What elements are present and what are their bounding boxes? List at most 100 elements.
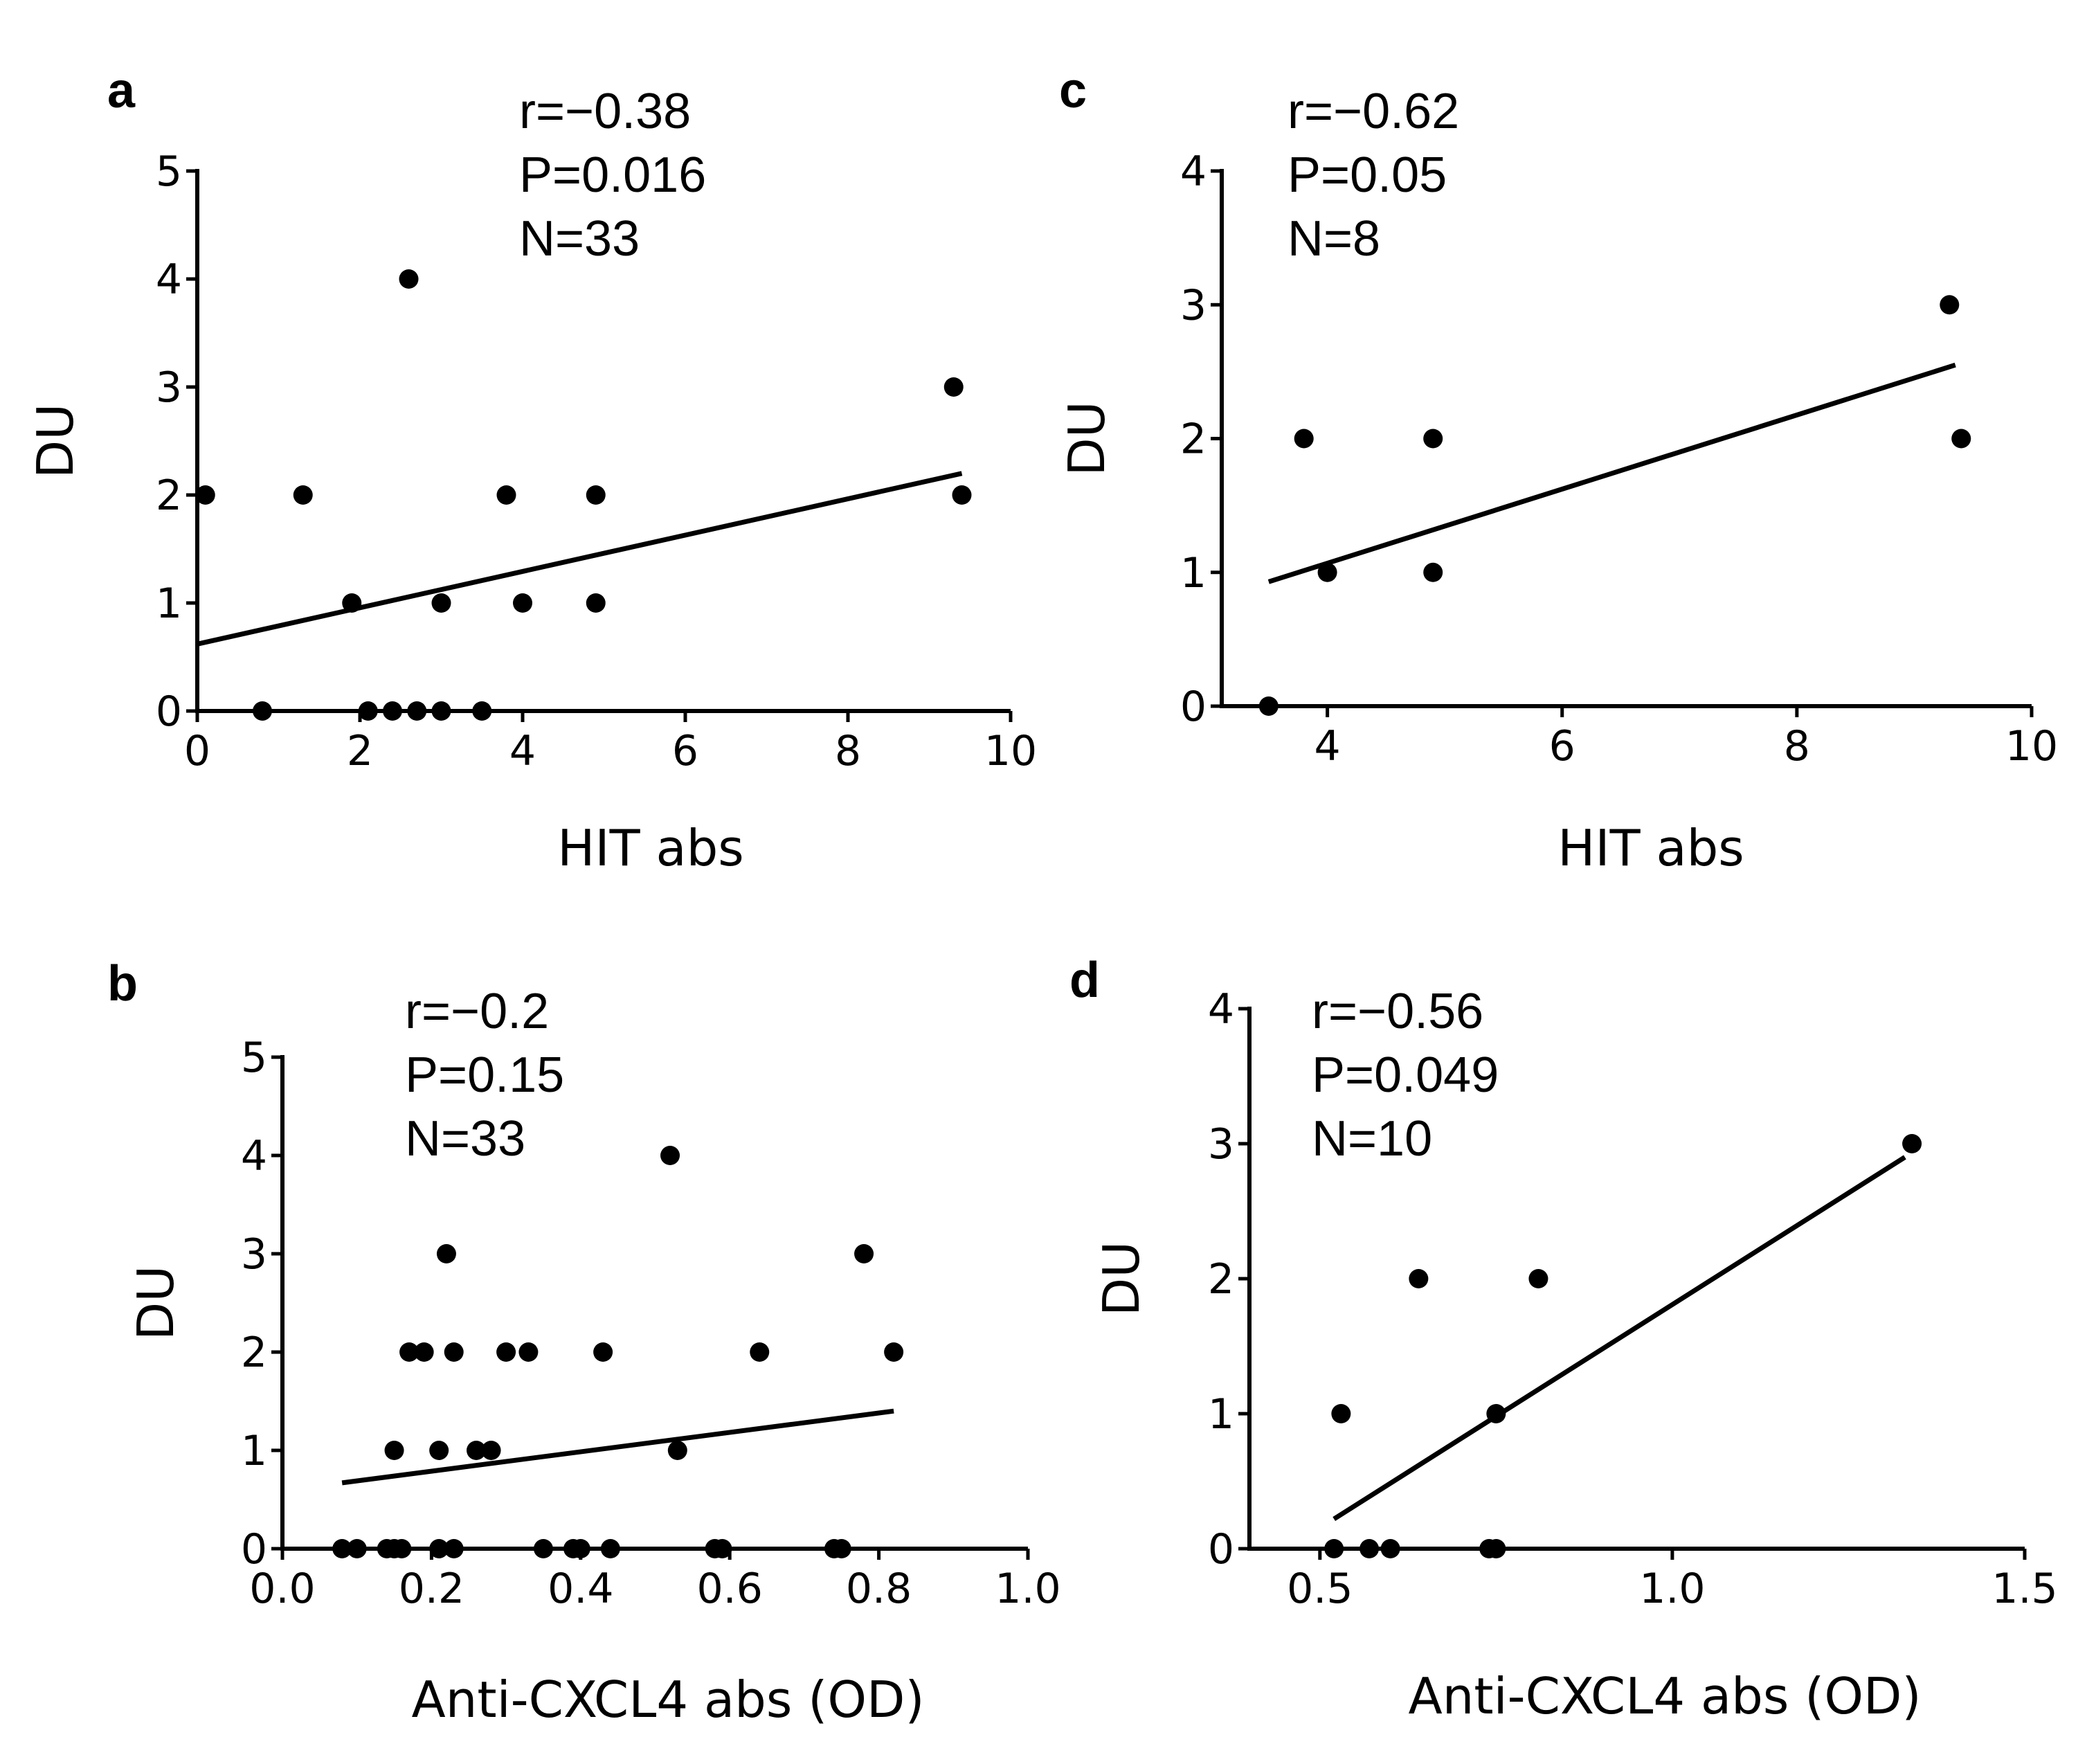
- data-point: [1423, 429, 1443, 449]
- x-tick-label: 0: [184, 727, 210, 775]
- y-tick-label: 4: [1180, 147, 1207, 196]
- x-tick-label: 0.0: [249, 1565, 315, 1613]
- y-axis-label: DU: [26, 404, 84, 478]
- x-tick-label: 1.5: [1991, 1565, 2057, 1613]
- data-point: [431, 701, 451, 721]
- data-point: [429, 1441, 449, 1460]
- stat-p-text: P=0.15: [405, 1047, 564, 1103]
- data-point: [481, 1441, 501, 1460]
- y-tick-label: 0: [1208, 1525, 1234, 1574]
- data-point: [884, 1342, 904, 1362]
- panel-letter-a: a: [107, 63, 136, 118]
- x-tick-label: 0.6: [696, 1565, 762, 1613]
- x-tick-label: 0.2: [399, 1565, 464, 1613]
- panel-d: d 0 1 2 3 4 0.5 1.0 1.5 Anti-CXCL4 abs (OD) DU r=−0…: [1069, 953, 2058, 1725]
- data-point: [1940, 295, 1960, 315]
- x-tick-label: 10: [2005, 722, 2058, 771]
- x-tick-label: 0.8: [846, 1565, 912, 1613]
- y-tick-label: 2: [1208, 1255, 1234, 1304]
- data-point: [1258, 696, 1279, 716]
- data-point: [513, 593, 532, 613]
- data-point: [943, 377, 964, 397]
- regression-line: [1332, 1155, 1906, 1522]
- x-tick-label: 8: [1784, 722, 1810, 771]
- data-point: [293, 485, 313, 505]
- data-point: [1359, 1539, 1380, 1558]
- data-point: [667, 1441, 687, 1460]
- panel-b: b 0 1 2 3 4 5 0.0 0.2 0.4 0.6 0.8 1.0 Anti-CXCL4 abs …: [107, 956, 1061, 1729]
- data-point: [1423, 562, 1443, 582]
- data-point: [1380, 1539, 1400, 1558]
- stat-r-text: r=−0.62: [1288, 84, 1459, 139]
- y-tick-label: 5: [156, 147, 182, 196]
- y-tick-label: 1: [1208, 1390, 1234, 1439]
- y-axis-label: DU: [1058, 401, 1116, 476]
- data-point: [1294, 429, 1314, 449]
- stat-n-text: N=33: [405, 1111, 525, 1167]
- panel-letter-d: d: [1069, 953, 1100, 1008]
- panel-a: a 0 1 2 3 4 5 0 2 4 6 8 10 HIT abs DU r=−0.38 P=0.016 N=3…: [26, 63, 1037, 877]
- data-point: [570, 1539, 590, 1558]
- data-point: [712, 1539, 732, 1558]
- y-tick-label: 3: [1180, 281, 1207, 330]
- y-tick-label: 4: [241, 1132, 267, 1180]
- stat-n-text: N=10: [1312, 1111, 1432, 1167]
- data-point: [347, 1539, 367, 1558]
- y-tick-label: 1: [156, 579, 182, 628]
- y-tick-label: 1: [241, 1427, 267, 1475]
- data-point: [952, 485, 972, 505]
- x-axis-label: HIT abs: [557, 819, 744, 877]
- stat-p-text: P=0.05: [1288, 147, 1447, 203]
- data-point: [1902, 1134, 1922, 1153]
- x-tick-label: 10: [984, 727, 1037, 775]
- y-tick-label: 3: [156, 363, 182, 412]
- x-tick-label: 1.0: [1639, 1565, 1705, 1613]
- stat-r-text: r=−0.56: [1312, 984, 1483, 1039]
- x-tick-label: 4: [509, 727, 536, 775]
- data-point: [496, 1342, 516, 1362]
- x-axis-label: Anti-CXCL4 abs (OD): [411, 1671, 924, 1729]
- data-point: [831, 1539, 851, 1558]
- y-tick-label: 2: [241, 1329, 267, 1377]
- stat-n-text: N=33: [519, 211, 640, 267]
- y-tick-label: 4: [1208, 985, 1234, 1034]
- x-tick-label: 2: [347, 727, 373, 775]
- data-point: [593, 1342, 613, 1362]
- data-point: [1486, 1539, 1506, 1558]
- data-point: [429, 1539, 449, 1558]
- x-axis-label: HIT abs: [1557, 819, 1744, 877]
- data-point: [399, 269, 419, 289]
- data-point: [1528, 1269, 1548, 1288]
- stat-p-text: P=0.049: [1312, 1047, 1499, 1103]
- data-point: [444, 1342, 464, 1362]
- data-point: [431, 593, 451, 613]
- y-tick-label: 4: [156, 255, 182, 304]
- data-point: [586, 485, 606, 505]
- data-point: [600, 1539, 620, 1558]
- stat-r-text: r=−0.38: [519, 84, 691, 139]
- data-point: [399, 1342, 419, 1362]
- x-tick-label: 1.0: [995, 1565, 1060, 1613]
- y-tick-label: 0: [241, 1525, 267, 1574]
- data-point: [392, 1539, 412, 1558]
- data-point: [1324, 1539, 1344, 1558]
- data-point: [436, 1244, 456, 1263]
- panel-c: c 0 1 2 3 4 4 6 8 10 HIT abs DU r=−0.62 P=0.05 N=8: [1058, 63, 2058, 877]
- stat-n-text: N=8: [1288, 211, 1380, 267]
- y-tick-label: 3: [1208, 1120, 1234, 1169]
- data-point: [1486, 1404, 1506, 1423]
- regression-line: [197, 471, 963, 647]
- data-point: [383, 701, 402, 721]
- regression-line: [341, 1408, 894, 1486]
- x-axis-label: Anti-CXCL4 abs (OD): [1408, 1667, 1921, 1725]
- x-tick-label: 6: [672, 727, 698, 775]
- data-point: [533, 1539, 553, 1558]
- data-point: [253, 701, 272, 721]
- y-tick-label: 2: [1180, 415, 1207, 464]
- stat-r-text: r=−0.2: [405, 984, 549, 1039]
- data-point: [518, 1342, 539, 1362]
- y-tick-label: 5: [241, 1034, 267, 1082]
- data-point: [358, 701, 378, 721]
- data-point: [1409, 1269, 1429, 1288]
